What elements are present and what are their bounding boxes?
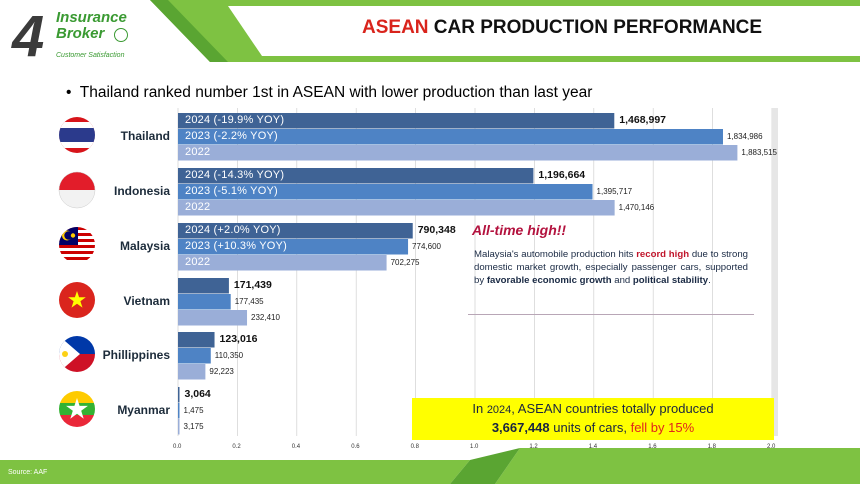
globe-icon [114, 28, 128, 42]
x-tick-label: 1.0 [470, 444, 479, 450]
value-label: 3,064 [184, 388, 211, 400]
bar-series-label: 2024 (-14.3% YOY) [185, 169, 285, 181]
value-label: 1,883,515 [741, 148, 777, 157]
bar-2024-indonesia [178, 168, 534, 184]
logo-line1: Insurance [56, 9, 127, 26]
bar-2024-malaysia [178, 223, 413, 239]
category-label: Thailand [120, 129, 170, 143]
category-label: Indonesia [113, 184, 170, 198]
x-tick-label: 0.4 [291, 444, 301, 450]
bar-2022-malaysia [178, 255, 387, 271]
x-tick-label: 1.8 [707, 444, 716, 450]
value-label: 774,600 [412, 242, 441, 251]
malaysia-flag-icon [59, 227, 95, 263]
page-title: ASEAN CAR PRODUCTION PERFORMANCE [362, 17, 762, 39]
value-label: 3,175 [183, 422, 204, 431]
bar-series-label: 2023 (+10.3% YOY) [185, 240, 287, 252]
value-label: 110,350 [214, 351, 244, 360]
bar-series-label: 2022 [185, 201, 211, 213]
summary-box: In 2024, ASEAN countries totally produce… [412, 398, 774, 440]
myanmar-flag-icon [59, 391, 95, 427]
footer-banner [0, 448, 860, 484]
bar-2022-vietnam [178, 310, 248, 326]
x-tick-label: 2.0 [767, 444, 776, 450]
source-note: Source: AAF [8, 469, 48, 476]
x-tick-label: 1.4 [588, 444, 598, 450]
bar-2022-indonesia [178, 200, 615, 216]
subtitle-bullet: • Thailand ranked number 1st in ASEAN wi… [66, 84, 593, 101]
note-body: Malaysia's automobile production hits re… [474, 249, 749, 286]
value-label: 1,468,997 [619, 114, 666, 126]
x-tick-label: 0.2 [232, 444, 241, 450]
x-tick-label: 0.6 [351, 444, 360, 450]
value-label: 1,834,986 [726, 132, 763, 141]
indonesia-flag-icon [58, 171, 96, 209]
value-label: 171,439 [233, 279, 272, 291]
vietnam-flag-icon [59, 282, 95, 318]
value-label: 1,475 [183, 406, 204, 415]
bar-2023-vietnam [178, 294, 231, 310]
value-label: 232,410 [251, 313, 280, 322]
bar-2023-thailand [178, 129, 723, 145]
value-label: 790,348 [417, 224, 456, 236]
category-label: Phillippines [102, 348, 170, 362]
bar-series-label: 2022 [185, 146, 211, 158]
headline-text: Thailand ranked number 1st in ASEAN with… [79, 84, 593, 101]
bar-series-label: 2022 [185, 256, 211, 268]
bar-series-label: 2023 (-5.1% YOY) [185, 185, 278, 197]
bar-2023-phillippines [178, 348, 211, 364]
x-tick-label: 1.2 [529, 444, 538, 450]
plot-edge [772, 108, 778, 436]
company-logo: 4 Insurance Broker Customer Satisfaction [6, 2, 156, 72]
bar-2022-myanmar [178, 419, 180, 435]
note-divider [468, 314, 754, 315]
bar-2024-thailand [178, 113, 615, 129]
title-accent: ASEAN [362, 17, 429, 38]
bar-2022-phillippines [178, 364, 206, 380]
value-label: 123,016 [219, 333, 258, 345]
bar-series-label: 2023 (-2.2% YOY) [185, 130, 278, 142]
philippines-flag-icon [59, 336, 95, 372]
logo-line2: Broker [56, 25, 105, 42]
category-label: Myanmar [117, 403, 170, 417]
value-label: 1,470,146 [618, 203, 655, 212]
x-tick-label: 0.0 [173, 444, 182, 450]
header-banner [150, 0, 860, 62]
category-label: Malaysia [119, 239, 170, 253]
x-tick-label: 1.6 [648, 444, 657, 450]
value-label: 1,395,717 [596, 187, 633, 196]
title-rest: CAR PRODUCTION PERFORMANCE [433, 17, 763, 38]
bar-2023-malaysia [178, 239, 409, 255]
value-label: 92,223 [209, 367, 234, 376]
value-label: 702,275 [390, 258, 420, 267]
thailand-flag-icon [59, 117, 95, 153]
bar-2022-thailand [178, 145, 738, 161]
bar-2023-indonesia [178, 184, 593, 200]
bar-2024-myanmar [178, 387, 180, 403]
bar-series-label: 2024 (-19.9% YOY) [185, 114, 285, 126]
logo-tagline: Customer Satisfaction [56, 52, 125, 59]
bar-series-label: 2024 (+2.0% YOY) [185, 224, 281, 236]
value-label: 1,196,664 [538, 169, 586, 181]
value-label: 177,435 [234, 297, 264, 306]
x-tick-label: 0.8 [410, 444, 419, 450]
note-title: All-time high!! [472, 222, 567, 238]
logo-number: 4 [12, 4, 45, 69]
category-label: Vietnam [123, 294, 170, 308]
bar-2024-vietnam [178, 278, 229, 294]
bar-2023-myanmar [178, 403, 180, 419]
bar-2024-phillippines [178, 332, 215, 348]
